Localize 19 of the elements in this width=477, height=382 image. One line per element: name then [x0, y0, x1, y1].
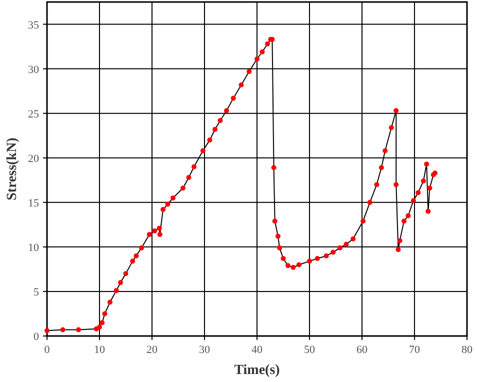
- x-tick-label: 0: [44, 344, 50, 356]
- y-tick-label: 30: [28, 64, 40, 76]
- x-tick-label: 10: [94, 344, 106, 356]
- x-tick-label: 70: [409, 344, 420, 356]
- y-tick-label: 5: [34, 286, 40, 298]
- y-tick-label: 10: [28, 242, 40, 254]
- x-tick-label: 80: [462, 344, 473, 356]
- y-tick-label: 0: [34, 331, 40, 343]
- y-tick-label: 15: [28, 197, 40, 210]
- y-tick-label: 20: [28, 152, 40, 165]
- y-axis-title: Stress(kN): [5, 137, 20, 200]
- y-tick-label: 25: [28, 108, 40, 120]
- y-tick-label: 35: [28, 19, 40, 32]
- x-tick-label: 60: [356, 344, 368, 356]
- x-tick-label: 50: [304, 344, 316, 356]
- x-axis-title: Time(s): [234, 363, 280, 378]
- x-tick-label: 30: [199, 344, 210, 356]
- x-tick-label: 20: [146, 344, 158, 356]
- x-tick-label: 40: [252, 344, 263, 356]
